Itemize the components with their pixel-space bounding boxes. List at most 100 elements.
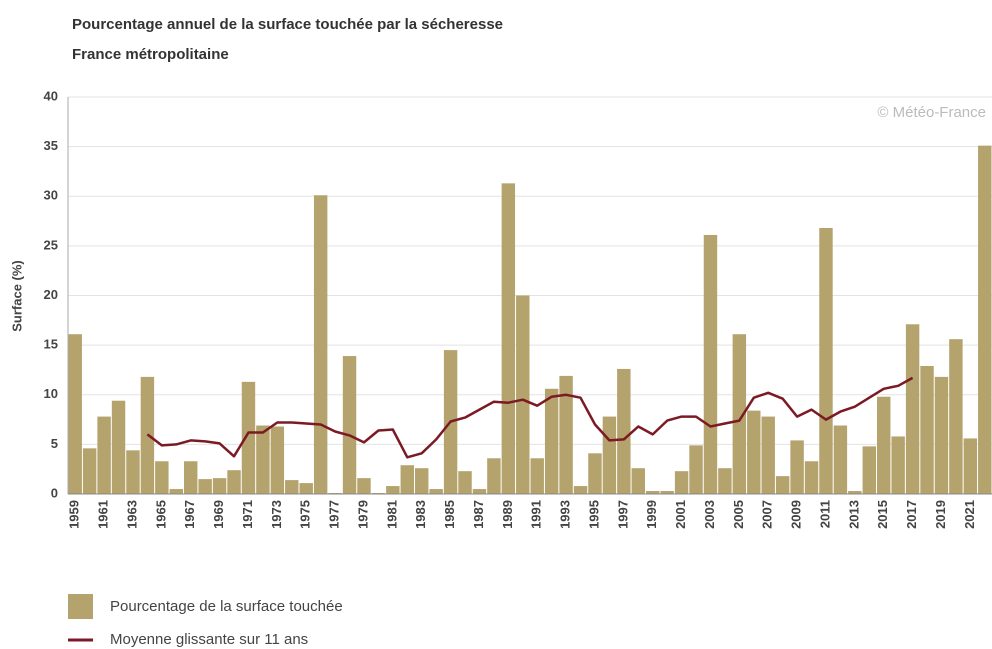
y-tick-label: 25 — [44, 237, 58, 252]
bar — [458, 471, 472, 494]
x-tick-label: 1977 — [327, 500, 342, 529]
bar — [487, 458, 501, 494]
x-tick-label: 1989 — [500, 500, 515, 529]
bar — [82, 448, 97, 494]
legend-label: Pourcentage de la surface touchée — [110, 598, 343, 615]
bar — [934, 376, 949, 494]
x-tick-label: 1969 — [211, 500, 226, 529]
bar — [819, 228, 833, 494]
bar — [198, 479, 212, 494]
bar — [646, 491, 660, 494]
bar — [429, 489, 443, 494]
x-tick-label: 2021 — [962, 500, 977, 529]
x-tick-label: 1965 — [153, 500, 168, 529]
bar — [602, 416, 617, 494]
bar — [775, 476, 790, 494]
bar — [155, 461, 169, 494]
bar — [674, 471, 689, 494]
bar — [68, 334, 82, 494]
legend-label: Moyenne glissante sur 11 ans — [110, 631, 308, 648]
bar — [905, 324, 920, 494]
bar — [285, 480, 299, 494]
bar — [516, 295, 530, 494]
y-tick-label: 10 — [44, 386, 58, 401]
y-tick-label: 5 — [51, 436, 58, 451]
bar — [126, 450, 140, 494]
x-tick-label: 2015 — [875, 500, 890, 529]
y-axis-label: Surface (%) — [9, 260, 24, 332]
bar — [660, 491, 674, 494]
bar — [718, 468, 732, 494]
bar — [313, 195, 328, 494]
y-tick-label: 40 — [44, 88, 58, 103]
x-tick-label: 1985 — [442, 500, 457, 529]
bar — [530, 458, 544, 494]
x-tick-label: 1961 — [96, 500, 111, 529]
bar — [256, 425, 270, 494]
bar — [949, 339, 963, 494]
y-tick-label: 35 — [44, 138, 58, 153]
y-tick-label: 30 — [44, 188, 58, 203]
bar — [891, 436, 905, 494]
x-tick-label: 2003 — [702, 500, 717, 529]
watermark: © Météo-France — [877, 104, 986, 121]
bar — [212, 478, 227, 494]
bar — [184, 461, 198, 494]
x-tick-label: 2017 — [904, 500, 919, 529]
x-tick-label: 2005 — [731, 500, 746, 529]
bar — [559, 375, 573, 494]
bar — [877, 396, 891, 494]
bar — [241, 381, 256, 494]
x-tick-label: 2007 — [760, 500, 775, 529]
y-tick-label: 20 — [44, 287, 58, 302]
bar — [631, 468, 645, 494]
x-tick-label: 2013 — [846, 500, 861, 529]
bar — [862, 446, 876, 494]
moving-average-line — [146, 376, 914, 459]
bar — [848, 491, 862, 494]
bar — [111, 400, 126, 494]
x-tick-label: 1973 — [269, 500, 284, 529]
bar — [299, 483, 313, 494]
bar — [97, 416, 111, 494]
x-tick-label: 1975 — [298, 500, 313, 529]
x-tick-label: 1991 — [529, 500, 544, 529]
bar — [978, 145, 992, 494]
bar — [544, 388, 559, 494]
bar — [342, 356, 357, 494]
x-tick-label: 1967 — [182, 500, 197, 529]
bar — [386, 486, 400, 494]
x-tick-label: 1959 — [67, 500, 82, 529]
bar — [400, 465, 414, 494]
bar — [761, 416, 775, 494]
x-tick-label: 1983 — [413, 500, 428, 529]
bar — [415, 468, 429, 494]
x-tick-label: 2001 — [673, 500, 688, 529]
bar — [703, 234, 718, 494]
bar — [472, 489, 487, 494]
bar — [270, 426, 285, 494]
x-tick-label: 1995 — [586, 500, 601, 529]
bar — [573, 486, 588, 494]
x-tick-label: 1963 — [124, 500, 139, 529]
x-tick-label: 1971 — [240, 500, 255, 529]
bar — [833, 425, 848, 494]
x-tick-label: 1993 — [558, 500, 573, 529]
bar — [227, 470, 241, 494]
bar — [790, 440, 804, 494]
y-tick-label: 15 — [44, 337, 58, 352]
x-tick-label: 1979 — [355, 500, 370, 529]
bar — [689, 445, 703, 494]
bar — [501, 183, 516, 494]
bar — [747, 410, 761, 494]
bar — [169, 489, 183, 494]
chart-subtitle: France métropolitaine — [72, 46, 229, 63]
bar — [732, 334, 747, 494]
x-tick-label: 1987 — [471, 500, 486, 529]
chart-title: Pourcentage annuel de la surface touchée… — [72, 16, 503, 33]
x-tick-label: 2019 — [933, 500, 948, 529]
x-tick-label: 1981 — [384, 500, 399, 529]
bar — [920, 365, 934, 494]
bar — [617, 368, 631, 494]
